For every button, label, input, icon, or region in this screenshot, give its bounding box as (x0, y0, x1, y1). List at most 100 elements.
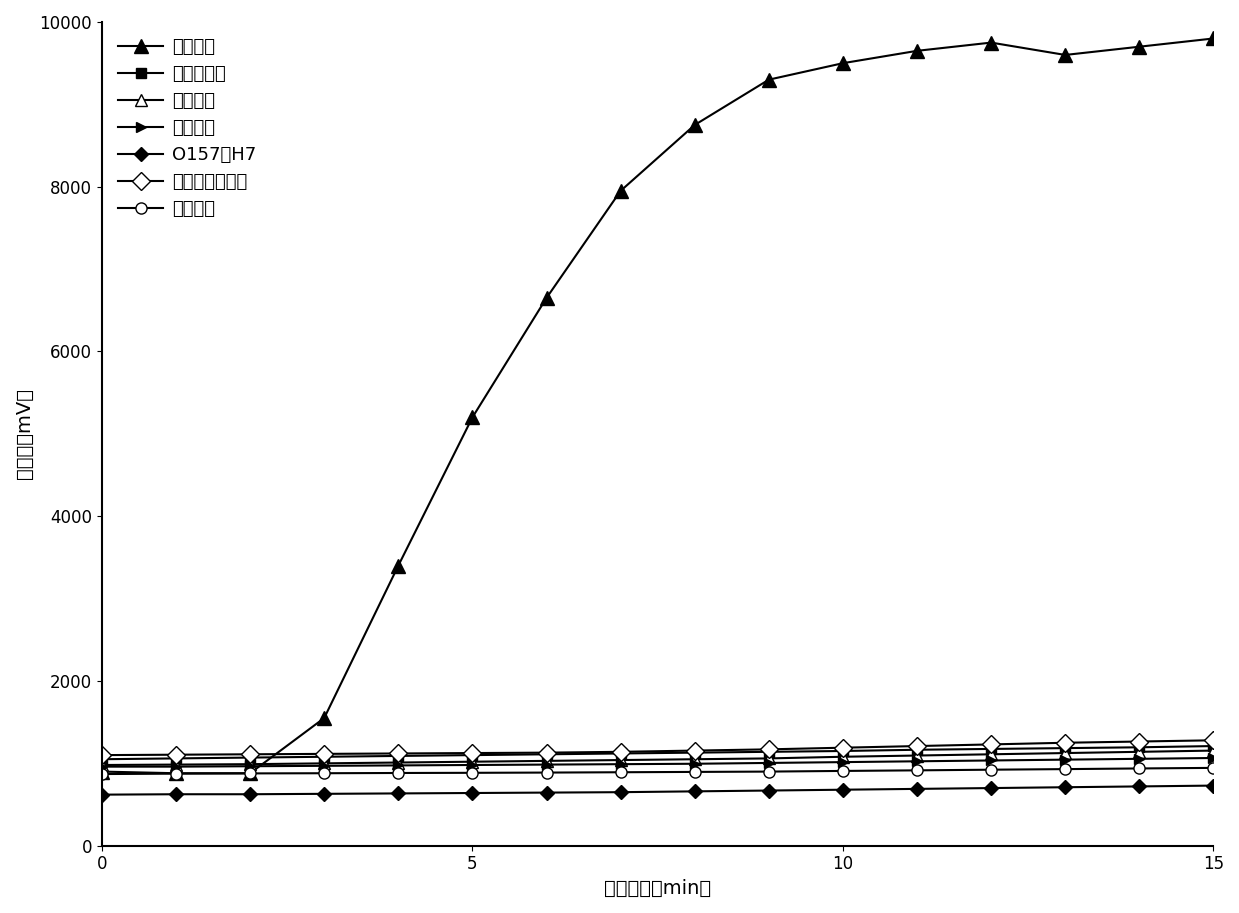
蓝氏贾第鞭毛虫 (1206, 735, 1220, 746)
空肠弯曲菌 (688, 747, 703, 758)
隐孢子虫 (1058, 49, 1073, 60)
O157：H7 (1206, 780, 1220, 791)
志贺氏菌 (835, 757, 850, 768)
蓝氏贾第鞭毛虫 (1058, 738, 1073, 749)
志贺氏菌 (243, 761, 258, 771)
阴性对照 (835, 765, 850, 776)
蓝氏贾第鞭毛虫 (909, 740, 924, 751)
沙门氏菌 (909, 750, 924, 761)
O157：H7 (835, 784, 850, 795)
Y-axis label: 荧光值（mV）: 荧光值（mV） (15, 388, 33, 479)
阴性对照 (688, 766, 703, 777)
沙门氏菌 (390, 757, 405, 768)
空肠弯曲菌 (539, 749, 554, 760)
O157：H7 (465, 788, 479, 799)
空肠弯曲菌 (1206, 740, 1220, 751)
X-axis label: 反应时间（min）: 反应时间（min） (605, 879, 711, 898)
志贺氏菌 (169, 761, 183, 772)
隐孢子虫 (762, 74, 777, 85)
阴性对照 (243, 768, 258, 779)
O157：H7 (688, 786, 703, 797)
空肠弯曲菌 (835, 746, 850, 757)
沙门氏菌 (762, 753, 777, 764)
隐孢子虫 (539, 292, 554, 303)
隐孢子虫 (984, 37, 999, 48)
O157：H7 (317, 788, 332, 799)
志贺氏菌 (1206, 752, 1220, 763)
阴性对照 (94, 769, 109, 780)
隐孢子虫 (243, 768, 258, 779)
蓝氏贾第鞭毛虫 (688, 745, 703, 756)
Line: 志贺氏菌: 志贺氏菌 (97, 753, 1218, 771)
O157：H7 (94, 789, 109, 800)
空肠弯曲菌 (317, 751, 332, 762)
隐孢子虫 (613, 185, 628, 196)
隐孢子虫 (390, 561, 405, 572)
志贺氏菌 (1058, 754, 1073, 765)
空肠弯曲菌 (243, 752, 258, 763)
沙门氏菌 (94, 760, 109, 771)
蓝氏贾第鞭毛虫 (762, 744, 777, 755)
沙门氏菌 (243, 759, 258, 770)
蓝氏贾第鞭毛虫 (613, 746, 628, 757)
沙门氏菌 (465, 756, 479, 767)
志贺氏菌 (317, 761, 332, 771)
沙门氏菌 (835, 751, 850, 762)
O157：H7 (390, 788, 405, 799)
志贺氏菌 (688, 759, 703, 770)
阴性对照 (1206, 762, 1220, 773)
Legend: 隐孢子虫, 空肠弯曲菌, 沙门氏菌, 志贺氏菌, O157：H7, 蓝氏贾第鞭毛虫, 阴性对照: 隐孢子虫, 空肠弯曲菌, 沙门氏菌, 志贺氏菌, O157：H7, 蓝氏贾第鞭毛… (112, 31, 264, 226)
空肠弯曲菌 (984, 743, 999, 754)
空肠弯曲菌 (613, 748, 628, 759)
蓝氏贾第鞭毛虫 (984, 739, 999, 750)
O157：H7 (243, 789, 258, 800)
阴性对照 (984, 764, 999, 775)
空肠弯曲菌 (1132, 741, 1147, 752)
隐孢子虫 (1132, 41, 1147, 52)
阴性对照 (317, 768, 332, 779)
隐孢子虫 (835, 58, 850, 68)
空肠弯曲菌 (465, 750, 479, 761)
志贺氏菌 (613, 759, 628, 770)
阴性对照 (390, 768, 405, 779)
蓝氏贾第鞭毛虫 (317, 749, 332, 760)
沙门氏菌 (169, 759, 183, 770)
沙门氏菌 (688, 754, 703, 765)
O157：H7 (613, 787, 628, 798)
阴性对照 (762, 766, 777, 777)
蓝氏贾第鞭毛虫 (1132, 736, 1147, 747)
O157：H7 (1132, 781, 1147, 792)
沙门氏菌 (984, 749, 999, 760)
O157：H7 (539, 787, 554, 798)
Line: 隐孢子虫: 隐孢子虫 (95, 32, 1220, 781)
Line: 蓝氏贾第鞭毛虫: 蓝氏贾第鞭毛虫 (95, 734, 1219, 761)
O157：H7 (909, 783, 924, 794)
阴性对照 (613, 767, 628, 778)
志贺氏菌 (94, 761, 109, 772)
蓝氏贾第鞭毛虫 (390, 748, 405, 759)
隐孢子虫 (1206, 33, 1220, 44)
Line: 沙门氏菌: 沙门氏菌 (97, 745, 1219, 771)
沙门氏菌 (317, 758, 332, 769)
蓝氏贾第鞭毛虫 (94, 750, 109, 761)
阴性对照 (169, 768, 183, 779)
O157：H7 (169, 789, 183, 800)
蓝氏贾第鞭毛虫 (539, 747, 554, 758)
空肠弯曲菌 (169, 753, 183, 764)
空肠弯曲菌 (390, 750, 405, 761)
志贺氏菌 (539, 759, 554, 770)
蓝氏贾第鞭毛虫 (169, 750, 183, 761)
志贺氏菌 (909, 756, 924, 767)
空肠弯曲菌 (909, 744, 924, 755)
阴性对照 (539, 767, 554, 778)
隐孢子虫 (465, 412, 479, 423)
隐孢子虫 (94, 766, 109, 777)
沙门氏菌 (1132, 746, 1147, 757)
空肠弯曲菌 (762, 746, 777, 757)
空肠弯曲菌 (1058, 742, 1073, 753)
阴性对照 (465, 767, 479, 778)
蓝氏贾第鞭毛虫 (835, 742, 850, 753)
沙门氏菌 (613, 754, 628, 765)
志贺氏菌 (465, 760, 479, 771)
志贺氏菌 (390, 760, 405, 771)
